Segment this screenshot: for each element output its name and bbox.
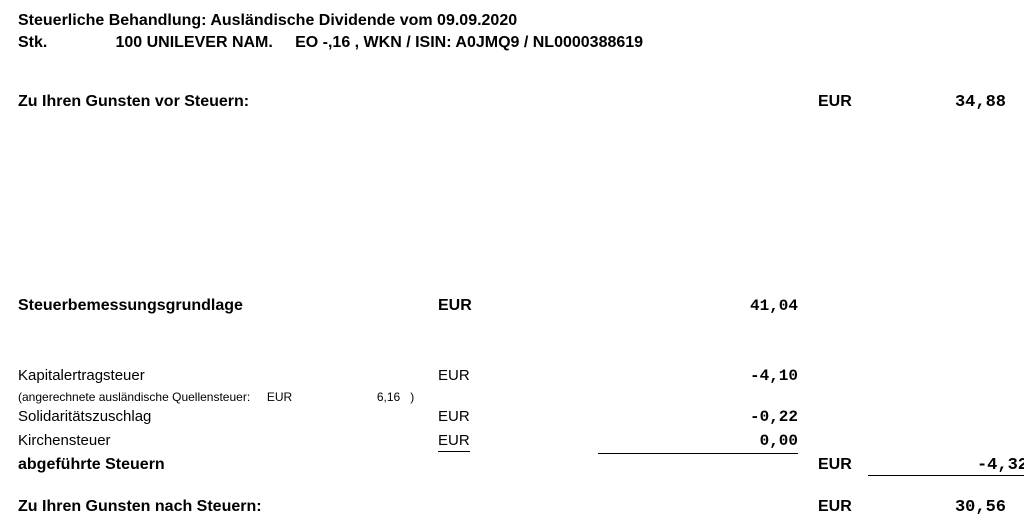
kest-label: Kapitalertragsteuer — [18, 365, 438, 387]
header-detail-tail: EO -,16 , WKN / ISIN: A0JMQ9 / NL0000388… — [295, 34, 643, 51]
header-title: Steuerliche Behandlung: Ausländische Div… — [18, 10, 1006, 32]
total-taxes-amount: -4,32 — [977, 456, 1024, 475]
foreign-withholding-suffix: ) — [410, 390, 414, 404]
foreign-withholding-prefix: (angerechnete ausländische Quellensteuer… — [18, 390, 250, 404]
before-tax-label: Zu Ihren Gunsten vor Steuern: — [18, 93, 438, 111]
before-tax-currency: EUR — [798, 93, 868, 111]
tax-base-currency: EUR — [438, 297, 588, 315]
header-security-line: Stk. 100 UNILEVER NAM. EO -,16 , WKN / I… — [18, 32, 1006, 54]
after-tax-currency: EUR — [798, 498, 868, 516]
kest-amount: -4,10 — [588, 365, 798, 388]
total-taxes-currency: EUR — [798, 456, 868, 474]
church-amount: 0,00 — [760, 432, 798, 450]
soli-amount: -0,22 — [588, 406, 798, 429]
row-total-taxes: abgeführte Steuern EUR -4,32 — [18, 456, 1006, 476]
after-tax-amount: 30,56 — [868, 498, 1006, 517]
soli-currency: EUR — [438, 406, 588, 428]
tax-base-amount: 41,04 — [588, 297, 798, 315]
row-before-tax: Zu Ihren Gunsten vor Steuern: EUR 34,88 — [18, 93, 1006, 112]
foreign-withholding-currency: EUR — [267, 388, 327, 406]
total-taxes-label: abgeführte Steuern — [18, 456, 438, 474]
header-qty-value: 100 UNILEVER NAM. — [70, 32, 272, 54]
row-tax-base: Steuerbemessungsgrundlage EUR 41,04 — [18, 297, 1006, 315]
tax-base-label: Steuerbemessungsgrundlage — [18, 297, 438, 315]
row-soli: Solidaritätszuschlag EUR -0,22 — [18, 406, 1006, 429]
after-tax-label: Zu Ihren Gunsten nach Steuern: — [18, 498, 438, 516]
row-church: Kirchensteuer EUR 0,00 — [18, 430, 1006, 454]
header-qty-label: Stk. — [18, 32, 66, 54]
row-after-tax: Zu Ihren Gunsten nach Steuern: EUR 30,56 — [18, 498, 1006, 517]
church-label: Kirchensteuer — [18, 430, 438, 452]
before-tax-amount: 34,88 — [868, 93, 1006, 112]
church-currency: EUR — [438, 432, 470, 449]
foreign-withholding-amount: 6,16 — [330, 388, 400, 406]
document-header: Steuerliche Behandlung: Ausländische Div… — [18, 10, 1006, 53]
kest-currency: EUR — [438, 365, 588, 387]
row-kest: Kapitalertragsteuer EUR -4,10 — [18, 365, 1006, 388]
row-foreign-withholding: (angerechnete ausländische Quellensteuer… — [18, 388, 1006, 406]
soli-label: Solidaritätszuschlag — [18, 406, 438, 428]
